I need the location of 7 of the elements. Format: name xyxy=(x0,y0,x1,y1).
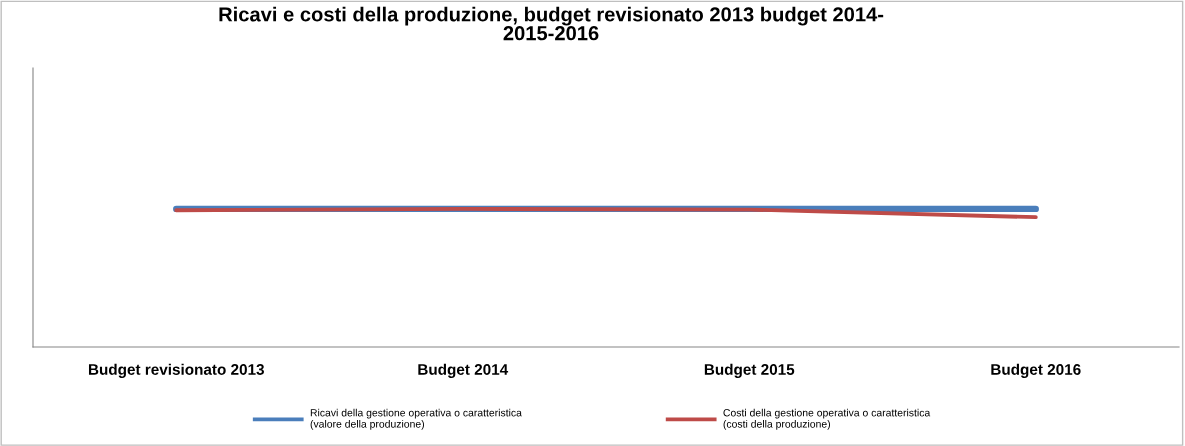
legend-label: Ricavi della gestione operativa o caratteristica (valore della produzione) xyxy=(310,408,522,430)
x-tick-label: Budget 2015 xyxy=(704,363,795,378)
x-tick-label: Budget 2016 xyxy=(991,363,1081,378)
legend-label: Costi della gestione operativa o caratteristica (costi della produzione) xyxy=(723,408,931,430)
x-tick-label: Budget revisionato 2013 xyxy=(88,363,264,378)
chart-title: Ricavi e costi della produzione, budget revisionato 2013 budget 2014- 2015-2016 xyxy=(219,6,884,41)
x-tick-label: Budget 2014 xyxy=(418,363,509,378)
